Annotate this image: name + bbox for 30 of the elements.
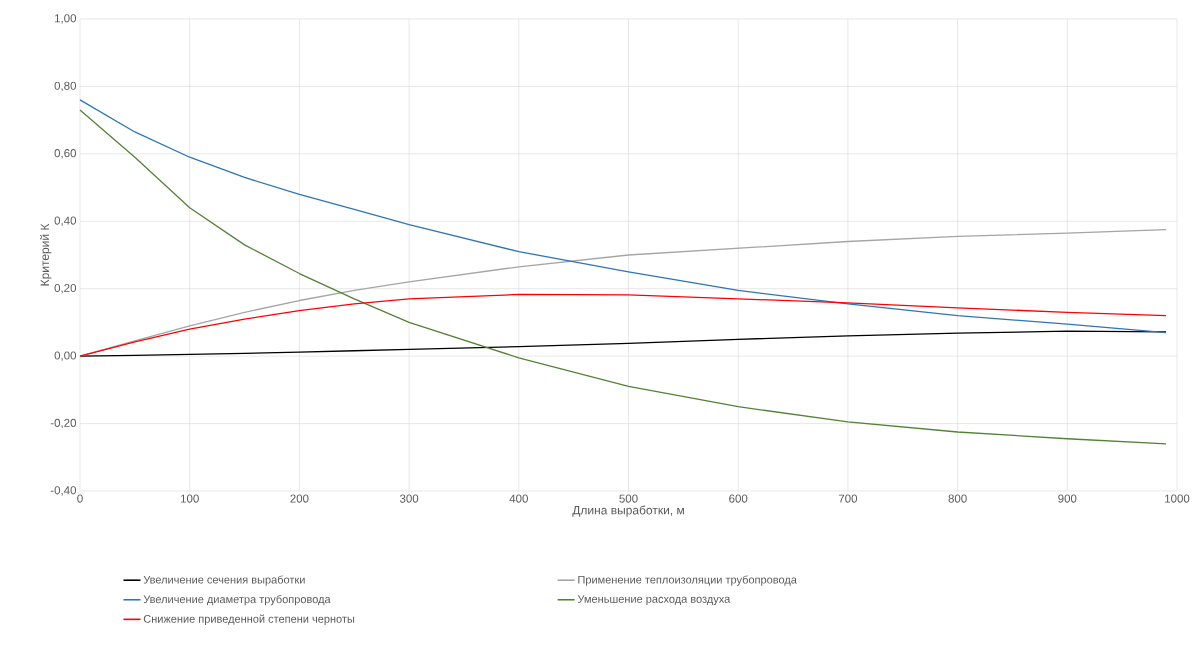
legend-label: Увеличение сечения выработки [143, 575, 305, 586]
y-tick-label: 1,00 [54, 14, 77, 24]
y-tick-label: 0,40 [54, 216, 77, 227]
x-tick-label: 300 [399, 494, 419, 503]
x-tick-label: 1000 [1165, 494, 1190, 503]
x-tick-label: 0 [77, 494, 83, 503]
line-series [79, 293, 1167, 357]
line-series [79, 99, 1167, 334]
y-tick-label: -0,20 [50, 418, 77, 429]
line-series [79, 109, 1167, 445]
y-tick-label: 0,20 [54, 283, 77, 294]
x-tick-label: 900 [1058, 494, 1077, 503]
x-tick-label: 100 [180, 494, 199, 503]
y-tick-label: 0,00 [54, 351, 77, 361]
x-tick-label: 600 [729, 494, 748, 503]
x-tick-label: 400 [509, 494, 528, 503]
y-axis-title: Критерий К [40, 223, 52, 286]
x-tick-label: 700 [838, 494, 858, 503]
legend-label: Снижение приведенной степени черноты [143, 614, 355, 625]
y-tick-label: 0,60 [54, 149, 77, 159]
x-axis-title: Длина выработки, м [572, 505, 684, 517]
y-tick-label: -0,40 [50, 486, 77, 496]
y-tick-label: 0,80 [54, 81, 77, 92]
x-tick-label: 500 [619, 494, 638, 503]
line-series [79, 330, 1167, 357]
legend-label: Применение теплоизоляции трубопровода [578, 575, 797, 586]
legend-label: Уменьшение расхода воздуха [577, 595, 731, 606]
x-tick-label: 800 [948, 494, 967, 503]
legend-label: Увеличение диаметра трубопровода [143, 594, 331, 606]
x-tick-label: 200 [290, 494, 309, 503]
